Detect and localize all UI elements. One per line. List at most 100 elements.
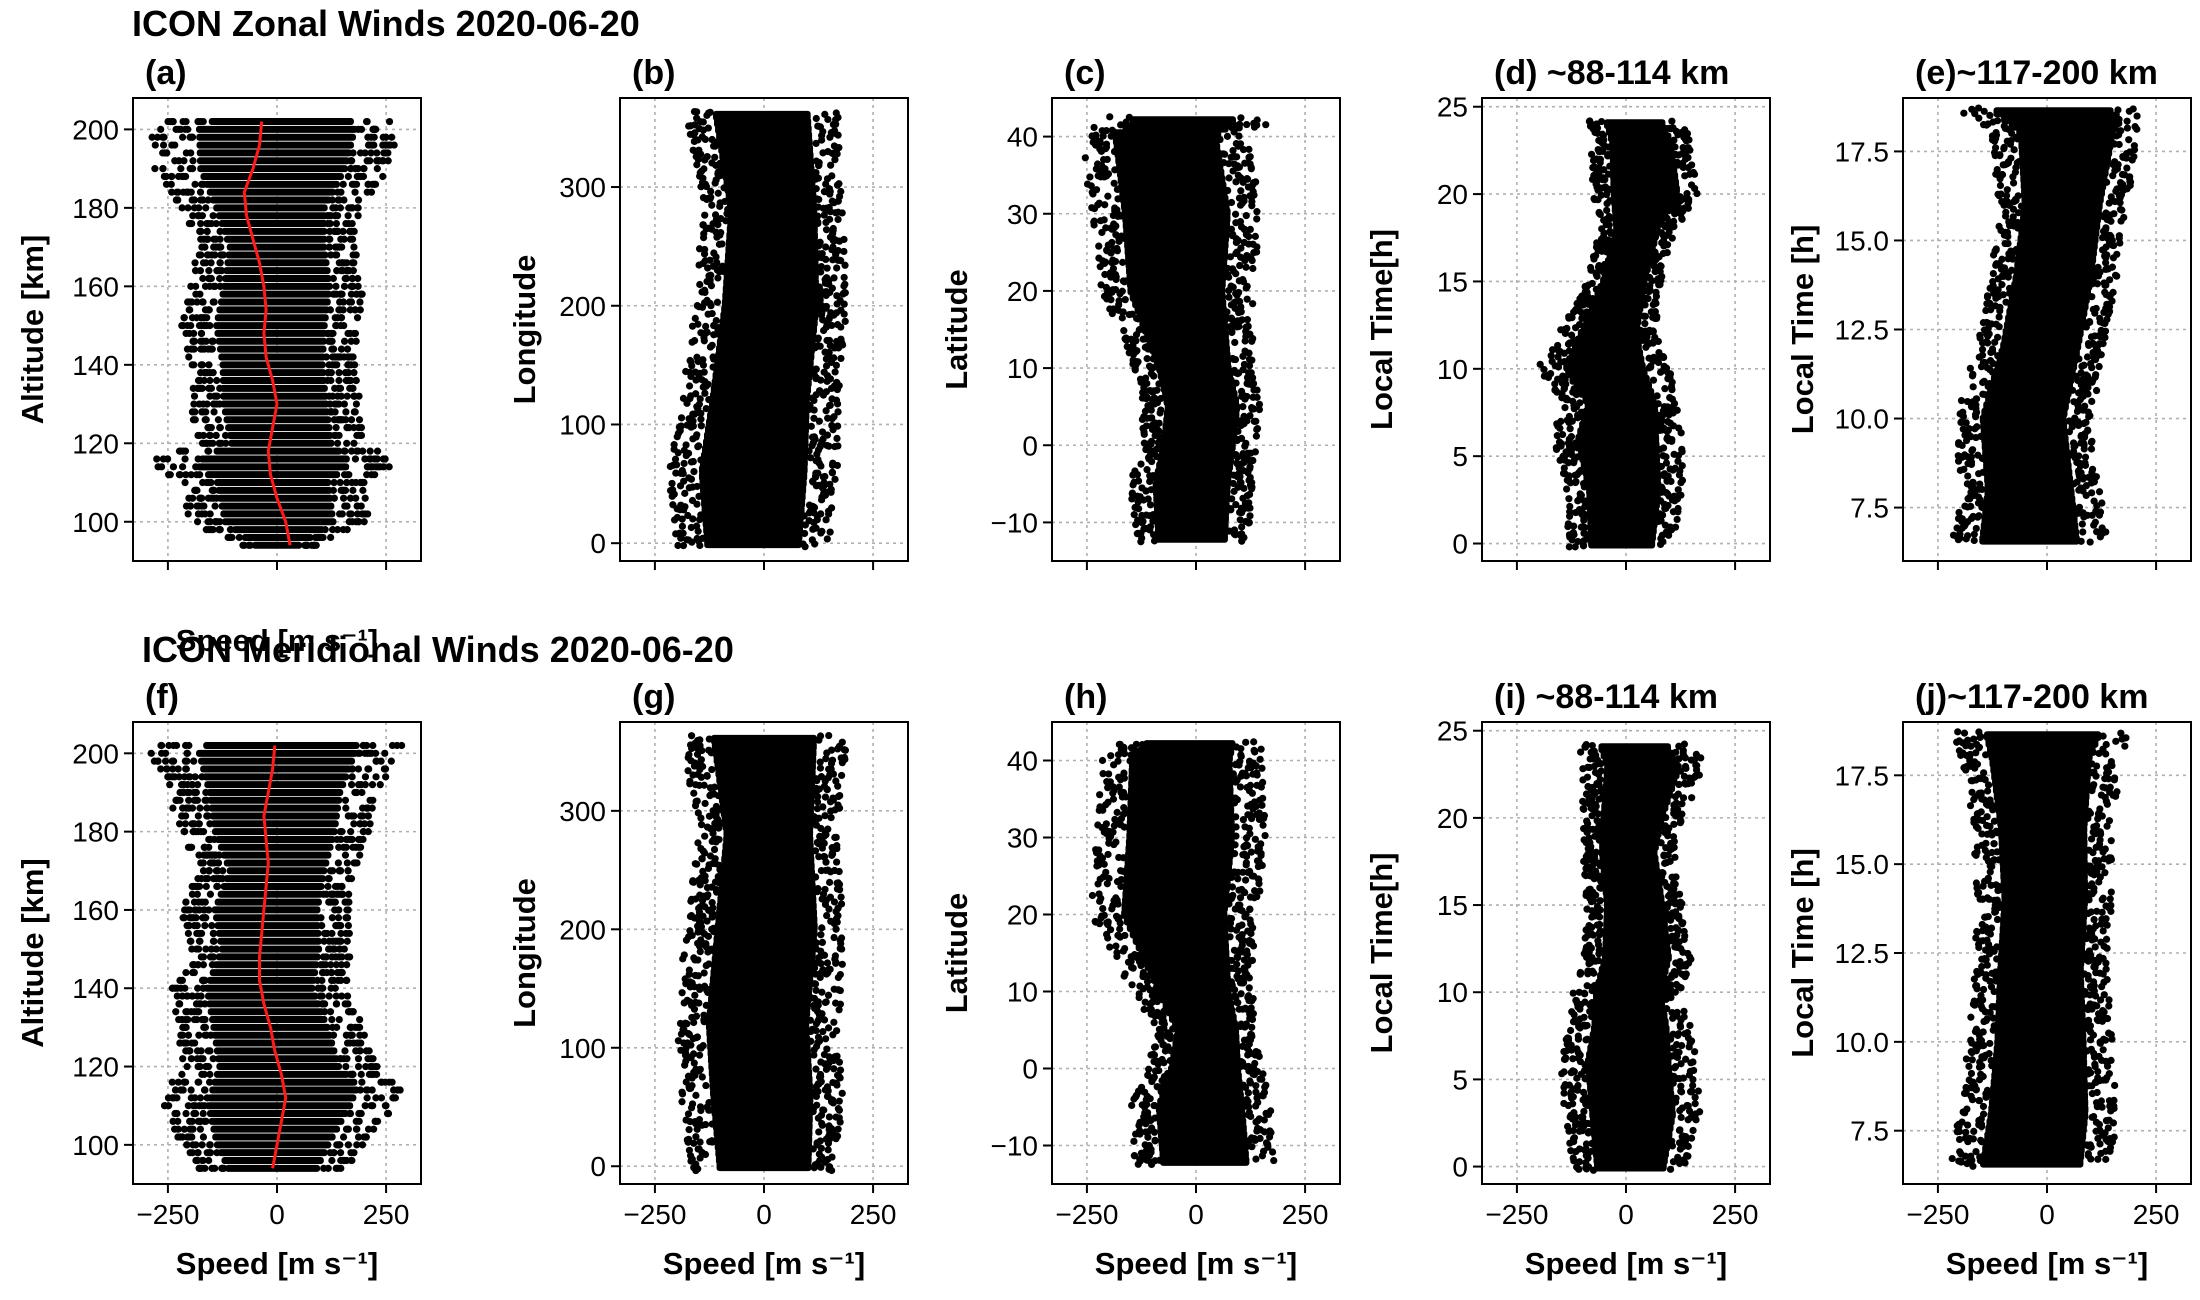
data-point — [181, 757, 189, 765]
data-point — [190, 337, 199, 345]
data-point — [1565, 472, 1573, 480]
data-point — [681, 975, 689, 983]
data-point — [339, 526, 347, 534]
data-point — [379, 172, 387, 181]
data-point — [1666, 393, 1674, 402]
point-cluster — [226, 867, 328, 875]
data-point — [361, 773, 370, 781]
data-point — [201, 510, 209, 518]
data-point — [1995, 260, 2003, 268]
data-point — [350, 243, 358, 251]
data-point — [819, 316, 827, 324]
data-point — [1958, 515, 1966, 523]
data-point — [836, 1000, 844, 1008]
point-cluster — [206, 188, 336, 196]
data-point — [355, 518, 363, 526]
data-point — [350, 1149, 358, 1157]
data-point — [147, 749, 155, 757]
data-point — [2070, 480, 2078, 488]
data-point — [705, 396, 713, 404]
data-point — [201, 898, 209, 906]
data-point — [1232, 379, 1240, 387]
data-point — [184, 929, 192, 938]
data-point — [1555, 438, 1564, 446]
data-point — [179, 1086, 187, 1094]
data-point — [1660, 242, 1668, 250]
data-point — [696, 947, 704, 956]
data-point — [704, 986, 713, 994]
data-point — [349, 251, 357, 259]
data-point — [148, 133, 156, 141]
y-tick-label: 140 — [72, 973, 119, 1004]
data-point — [354, 749, 362, 757]
data-point — [2093, 280, 2102, 288]
data-point — [837, 900, 846, 908]
data-point — [1241, 395, 1249, 403]
data-point — [2108, 297, 2116, 305]
data-point — [361, 1102, 369, 1110]
data-point — [343, 259, 351, 267]
data-point — [1983, 293, 1992, 301]
data-point — [1225, 174, 1233, 182]
data-point — [202, 259, 210, 267]
data-point — [1253, 116, 1261, 124]
point-cluster — [213, 322, 328, 330]
data-point — [350, 423, 358, 432]
scatter-points — [666, 107, 849, 551]
data-point — [690, 1139, 698, 1147]
point-cluster — [217, 494, 334, 502]
data-point — [1974, 451, 1982, 459]
data-point — [376, 463, 384, 471]
data-point — [195, 400, 203, 408]
data-point — [707, 193, 715, 201]
data-point — [189, 968, 197, 977]
data-point — [189, 157, 197, 165]
panel-label: (d) ~88-114 km — [1494, 54, 1729, 92]
data-point — [215, 851, 223, 859]
data-point — [714, 274, 722, 282]
data-point — [197, 329, 205, 338]
data-point — [1962, 535, 1970, 543]
y-axis-label: Latitude — [939, 269, 974, 390]
y-tick-label: 200 — [72, 738, 119, 769]
data-point — [335, 306, 343, 314]
data-point — [1252, 432, 1260, 440]
data-point — [724, 205, 732, 214]
data-point — [1140, 439, 1148, 447]
data-point — [348, 180, 356, 188]
data-point — [203, 812, 211, 820]
data-point — [176, 976, 184, 985]
data-point — [812, 168, 820, 177]
point-cluster — [196, 157, 351, 165]
data-point — [212, 219, 220, 228]
data-point — [1656, 540, 1665, 548]
data-point — [1652, 251, 1660, 259]
data-point — [336, 867, 345, 875]
data-point — [696, 280, 704, 289]
data-point — [1677, 429, 1685, 437]
data-point — [354, 212, 362, 220]
y-tick-label: 10.0 — [1835, 404, 1890, 435]
data-point — [361, 510, 369, 518]
data-point — [1220, 159, 1228, 167]
data-point — [815, 1011, 824, 1019]
data-point — [820, 211, 828, 219]
data-point — [1249, 393, 1257, 401]
data-point — [189, 384, 197, 392]
data-point — [356, 820, 364, 828]
data-point — [358, 1078, 366, 1086]
data-point — [2101, 211, 2109, 219]
data-point — [351, 1023, 359, 1031]
data-point — [328, 914, 336, 922]
data-point — [1235, 132, 1243, 140]
data-point — [196, 1125, 204, 1133]
point-cluster — [217, 890, 324, 898]
data-point — [195, 204, 203, 212]
data-point — [2113, 132, 2121, 140]
data-point — [217, 439, 226, 447]
data-point — [1997, 190, 2005, 198]
data-point — [340, 337, 349, 345]
data-point — [701, 389, 709, 397]
data-point — [1643, 340, 1652, 348]
data-point — [688, 1100, 697, 1108]
